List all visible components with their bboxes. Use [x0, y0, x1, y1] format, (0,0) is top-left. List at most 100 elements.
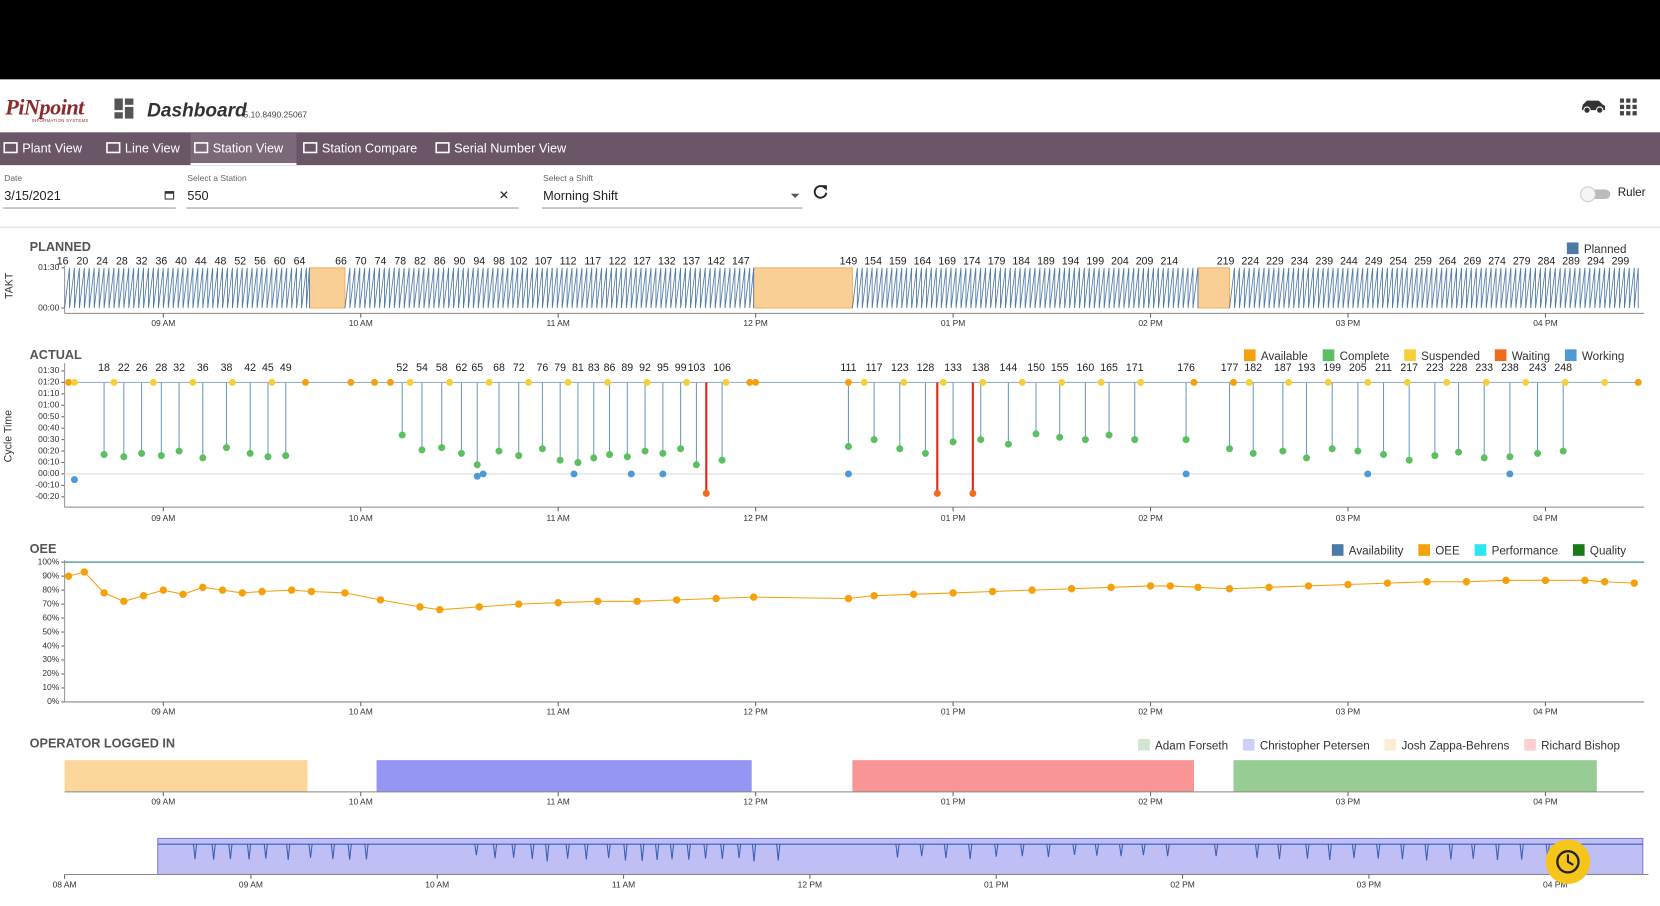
- cycle-point: [1506, 470, 1514, 478]
- cycle-point: [752, 378, 760, 386]
- logo[interactable]: PiNpoint: [5, 94, 84, 120]
- operator-bar: [852, 760, 1194, 792]
- cycle-label: 169: [938, 255, 956, 267]
- x-tick-label: 12 PM: [743, 513, 767, 523]
- y-tick-label: 00:40: [38, 422, 59, 432]
- header: PiNpoint INFORMATION SYSTEMS Dashboard 5…: [0, 79, 1660, 133]
- series-point: [909, 590, 918, 599]
- station-label: Select a Station: [187, 173, 247, 184]
- cycle-point: [438, 444, 446, 452]
- series-point: [436, 605, 444, 614]
- x-tick-label: 11 AM: [612, 879, 635, 889]
- mini-cycle: [584, 844, 589, 860]
- cycle-label: 112: [560, 255, 577, 267]
- nav-item[interactable]: Plant View: [0, 132, 115, 165]
- series-point: [139, 592, 148, 600]
- nav-item[interactable]: Station Compare: [300, 132, 447, 165]
- cycle-point: [844, 470, 852, 478]
- shift-select[interactable]: Morning Shift: [543, 188, 618, 204]
- cycle-point: [515, 452, 523, 460]
- cycle-label: 79: [554, 362, 566, 374]
- mini-cycle: [1118, 844, 1124, 857]
- cycle-label: 20: [76, 255, 88, 267]
- x-tick-label: 10 AM: [349, 513, 373, 523]
- cycle-label: 64: [294, 255, 306, 267]
- cycle-point: [1249, 449, 1257, 457]
- cycle-label: 92: [639, 362, 651, 374]
- x-tick-label: 02 PM: [1138, 513, 1162, 523]
- ruler-toggle[interactable]: [1580, 185, 1614, 203]
- cycle-point: [574, 459, 582, 466]
- mini-cycle: [1448, 844, 1453, 860]
- calendar-icon[interactable]: [164, 190, 175, 201]
- x-tick-label: 08 AM: [53, 879, 77, 889]
- nav-item[interactable]: Serial Number View: [432, 132, 592, 165]
- cycle-point: [473, 461, 481, 469]
- cycle-label: 68: [493, 362, 505, 374]
- cycle-label: 86: [604, 362, 616, 374]
- mini-cycle: [474, 844, 479, 856]
- mini-cycle: [492, 844, 498, 859]
- cycle-point: [199, 454, 207, 462]
- cycle-point: [1403, 378, 1411, 386]
- cycle-label: 22: [118, 362, 130, 374]
- y-tick-label: 70%: [42, 598, 59, 608]
- legend-swatch: [1322, 349, 1335, 362]
- cycle-label: 224: [1241, 255, 1259, 267]
- cycle-label: 65: [471, 362, 483, 374]
- y-tick-label: 100%: [38, 556, 60, 566]
- y-tick-label: 40%: [42, 640, 59, 650]
- nav-icon: [3, 142, 18, 154]
- cycle-label: 228: [1450, 362, 1468, 374]
- cycle-point: [495, 447, 503, 455]
- legend-label: Richard Bishop: [1541, 739, 1620, 752]
- nav-item[interactable]: Station View: [190, 132, 297, 166]
- date-input[interactable]: 3/15/2021: [4, 188, 61, 204]
- y-tick-label: 00:50: [38, 411, 59, 421]
- cycle-label: 48: [215, 255, 227, 267]
- cycle-label: 66: [335, 255, 347, 267]
- cycle-label: 52: [234, 255, 246, 267]
- cycle-point: [564, 378, 572, 386]
- y-tick-label: 01:10: [38, 388, 59, 398]
- cycle-label: 244: [1340, 255, 1358, 267]
- clear-icon[interactable]: [500, 191, 508, 199]
- cycle-point: [870, 436, 878, 444]
- station-input[interactable]: 550: [187, 188, 209, 204]
- cycle-label: 137: [683, 255, 701, 267]
- cycle-label: 217: [1400, 362, 1418, 374]
- x-tick-label: 09 AM: [151, 707, 175, 717]
- nav-item[interactable]: Line View: [103, 132, 208, 165]
- cycle-label: 107: [535, 255, 553, 267]
- apps-icon[interactable]: [1619, 98, 1638, 116]
- mini-cycle: [606, 844, 611, 859]
- clock-button[interactable]: [1545, 838, 1592, 885]
- cycle-point: [939, 378, 947, 386]
- top-bar: [0, 0, 1660, 80]
- refresh-button[interactable]: [812, 183, 829, 200]
- car-icon[interactable]: [1580, 97, 1608, 114]
- cycle-label: 98: [493, 255, 505, 267]
- legend-swatch: [1494, 349, 1507, 362]
- cycle-label: 159: [889, 255, 907, 267]
- dropdown-arrow[interactable]: [790, 193, 801, 199]
- x-tick-label: 01 PM: [941, 797, 965, 807]
- dashboard-icon[interactable]: [114, 98, 135, 119]
- cycle-label: 18: [98, 362, 110, 374]
- y-axis-label: Cycle Time: [2, 410, 14, 462]
- cycle-label: 83: [588, 362, 600, 374]
- legend-swatch: [1138, 738, 1150, 751]
- mini-cycle: [669, 844, 675, 860]
- cycle-point: [110, 378, 118, 386]
- cycle-label: 132: [658, 255, 676, 267]
- cycle-label: 204: [1111, 255, 1129, 267]
- series-point: [1304, 582, 1313, 590]
- cycle-label: 86: [434, 255, 446, 267]
- cycle-label: 32: [136, 255, 148, 267]
- cycle-label: 60: [274, 255, 286, 267]
- cycle-point: [860, 378, 868, 386]
- cycle-point: [1364, 470, 1372, 478]
- cycle-point: [268, 378, 276, 386]
- series-point: [1581, 576, 1589, 585]
- x-tick-label: 04 PM: [1533, 513, 1557, 523]
